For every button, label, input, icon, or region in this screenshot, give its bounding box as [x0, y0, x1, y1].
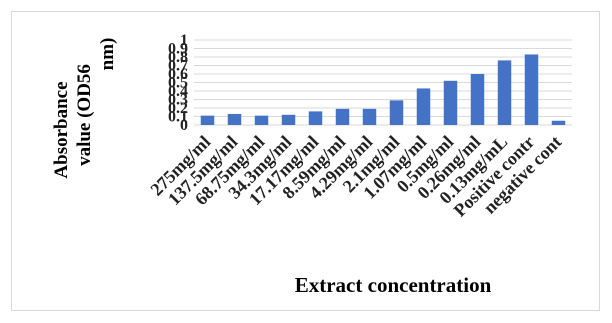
bar — [308, 111, 323, 125]
y-tick-label: 0.6 — [168, 66, 188, 83]
y-tick-label: 0.9 — [168, 41, 188, 58]
bar — [416, 88, 431, 125]
bar — [389, 100, 404, 125]
bar — [281, 114, 296, 125]
bar — [470, 74, 485, 125]
y-tick-labels: 00.10.20.30.40.50.60.70.80.91 — [168, 32, 188, 134]
gridlines — [194, 39, 572, 126]
bar-chart: Absorbance value (OD56 nm) 00.10.20.30.4… — [51, 32, 572, 297]
y-tick-label: 0.7 — [168, 58, 188, 75]
y-tick-label: 0.2 — [168, 100, 188, 117]
y-tick-label: 1 — [180, 32, 188, 49]
y-tick-label: 0.5 — [168, 75, 188, 92]
chart-frame: Absorbance value (OD56 nm) 0 0.1 0.2 0.3 0.4… — [11, 11, 600, 311]
bar — [551, 120, 566, 125]
bars — [200, 54, 566, 126]
bar — [497, 60, 512, 125]
bar — [254, 115, 269, 125]
y-tick-label: 0.4 — [168, 83, 188, 100]
y-tick-label: 0.3 — [168, 92, 188, 109]
y-axis-title-line-1: Absorbance — [51, 81, 72, 178]
y-axis-title-line-3: nm) — [97, 38, 118, 71]
bar — [227, 113, 242, 125]
bar — [200, 115, 215, 125]
y-tick-label: 0.8 — [168, 49, 188, 66]
bar — [335, 108, 350, 125]
bar — [524, 54, 539, 126]
bar — [443, 80, 458, 125]
y-tick-label: 0 — [180, 117, 188, 134]
y-tick-label: 0.1 — [168, 109, 188, 126]
bar — [362, 108, 377, 125]
x-axis-title: Extract concentration — [295, 273, 492, 297]
x-tick-labels: 275mg/ml137.5mg/ml68.75mg/ml34.3mg/ml17.… — [146, 132, 565, 221]
y-axis-title-line-2: value (OD56 — [74, 64, 95, 166]
